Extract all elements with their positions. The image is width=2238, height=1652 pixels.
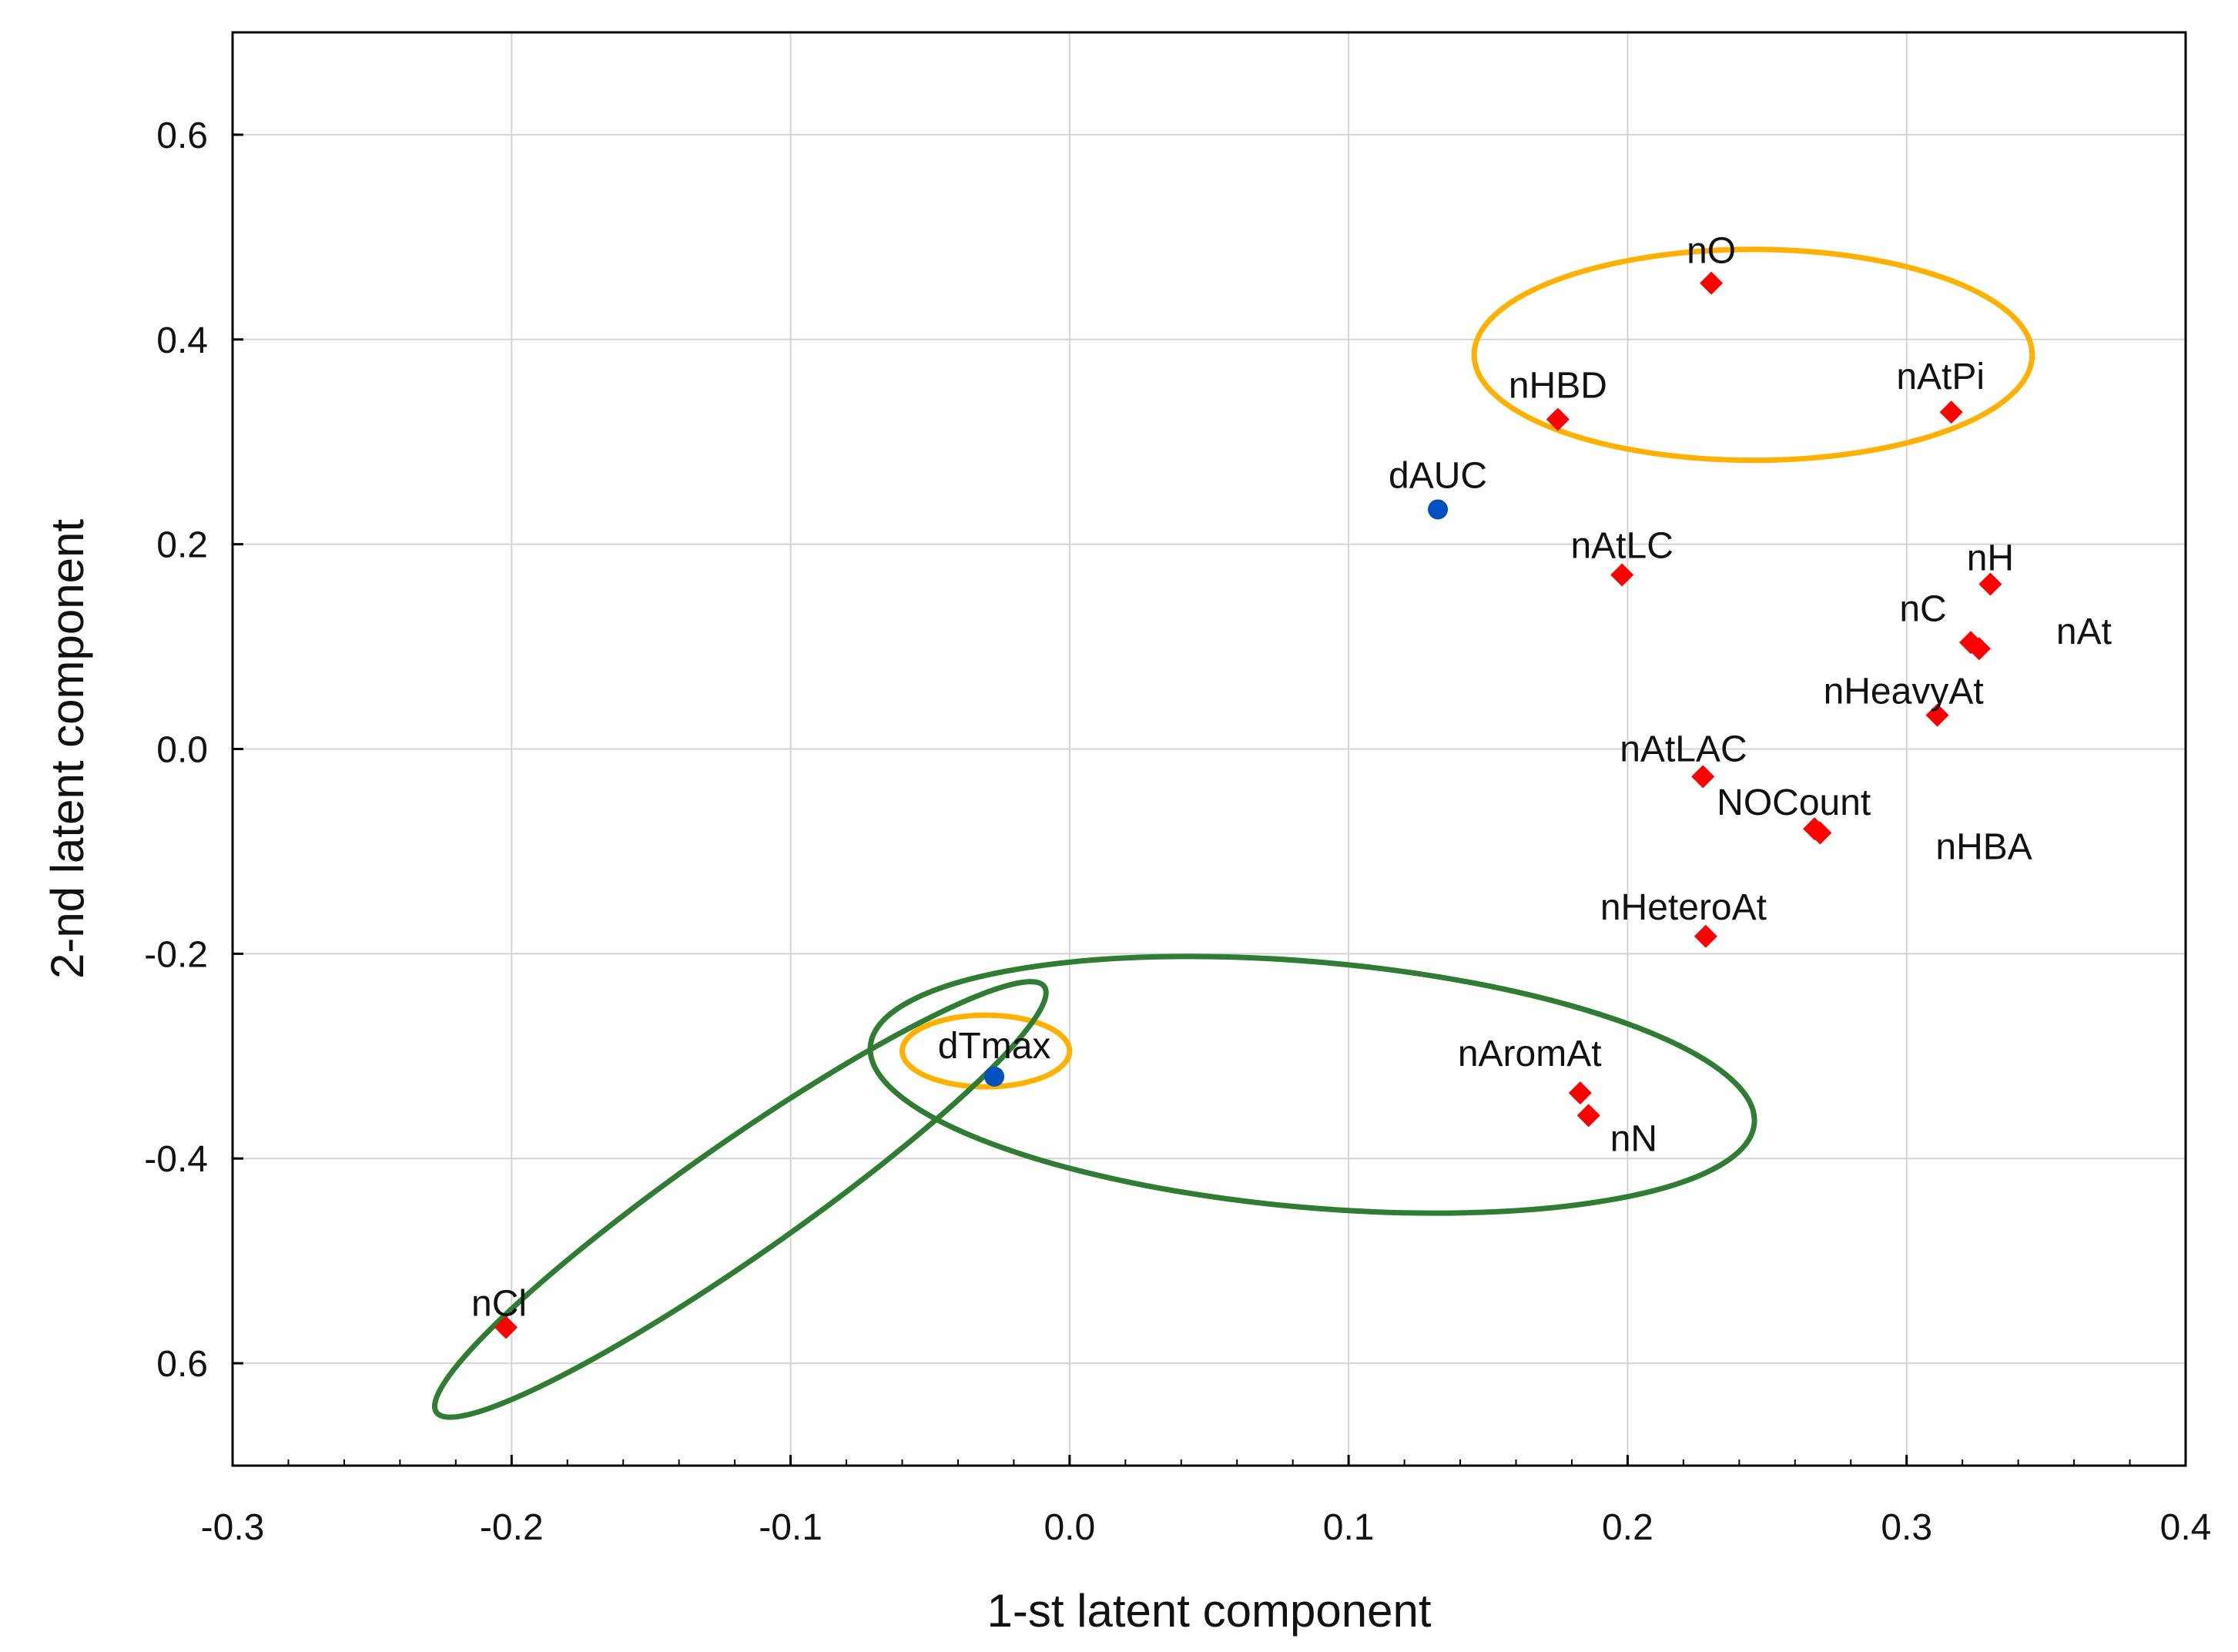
x-tick-label: 0.3: [1881, 1507, 1932, 1548]
label-dauc: dAUC: [1389, 455, 1487, 496]
y-tick-label: 0.2: [156, 525, 208, 566]
label-nat: nAt: [2056, 612, 2112, 652]
label-naromat: nAromAt: [1458, 1034, 1602, 1074]
cluster-ellipses: [431, 246, 2035, 1420]
label-nn: nN: [1610, 1118, 1657, 1159]
point-dauc: [1428, 499, 1449, 520]
point-natpi: [1939, 400, 1963, 424]
y-tick-label: 0.6: [156, 116, 208, 156]
x-tick-label: 0.4: [2160, 1507, 2212, 1548]
label-nhbd: nHBD: [1509, 365, 1607, 406]
point-nh: [1978, 572, 2002, 596]
point-naromat: [1568, 1081, 1592, 1105]
x-tick-label: -0.3: [201, 1507, 265, 1548]
label-natpi: nAtPi: [1896, 357, 1985, 397]
point-nn: [1576, 1104, 1600, 1128]
x-axis-tick-labels: -0.3 -0.2 -0.1 0.0 0.1 0.2 0.3 0.4: [201, 1507, 2212, 1548]
label-no: nO: [1687, 231, 1736, 272]
label-nheavyat: nHeavyAt: [1824, 672, 1984, 712]
cluster-ellipse: [1471, 246, 2035, 464]
point-natlac: [1691, 765, 1715, 789]
y-tick-label: 0.4: [156, 320, 208, 361]
x-tick-label: -0.2: [480, 1507, 544, 1548]
y-axis-title: 2-nd latent component: [42, 519, 93, 979]
cluster-ellipse: [431, 979, 1049, 1420]
label-nocount: NOCount: [1717, 782, 1871, 823]
grid-lines: [233, 32, 2186, 1466]
point-no: [1700, 271, 1724, 295]
point-nhbd: [1546, 407, 1570, 431]
label-dtmax: dTmax: [938, 1026, 1051, 1067]
label-nheteroat: nHeteroAt: [1600, 887, 1767, 928]
x-tick-label: 0.2: [1602, 1507, 1653, 1548]
point-dtmax: [984, 1066, 1005, 1087]
x-axis-title: 1-st latent component: [987, 1585, 1431, 1637]
x-tick-label: 0.0: [1044, 1507, 1095, 1548]
data-points: [494, 271, 2002, 1339]
point-nheteroat: [1694, 924, 1717, 948]
point-nheavyat: [1925, 703, 1949, 727]
point-nhba: [1808, 821, 1832, 845]
y-tick-label: -0.4: [144, 1139, 208, 1180]
x-tick-label: -0.1: [759, 1507, 822, 1548]
label-nc: nC: [1899, 588, 1946, 629]
cluster-ellipse: [867, 953, 1757, 1216]
cluster-ellipse: [899, 1012, 1073, 1090]
y-axis-tick-labels: 0.6 0.4 0.2 0.0 -0.2 -0.4 0.6: [144, 116, 208, 1385]
point-ncl: [494, 1315, 518, 1339]
point-natlc: [1610, 563, 1634, 587]
point-nat: [1967, 637, 1991, 661]
axis-ticks: [231, 133, 2187, 1466]
x-tick-label: 0.1: [1323, 1507, 1375, 1548]
label-nh: nH: [1967, 538, 2014, 578]
y-tick-label: 0.0: [156, 730, 208, 771]
data-point-labels: nO nHBD nAtPi nAtLC nH nC nAt nHeavyAt nAtLAC NOC…: [471, 231, 2112, 1325]
label-natlc: nAtLC: [1570, 526, 1673, 567]
label-natlac: nAtLAC: [1620, 729, 1747, 769]
y-tick-label: 0.6: [156, 1344, 208, 1385]
label-ncl: nCl: [471, 1284, 527, 1325]
label-nhba: nHBA: [1935, 827, 2032, 868]
y-tick-label: -0.2: [144, 934, 208, 975]
